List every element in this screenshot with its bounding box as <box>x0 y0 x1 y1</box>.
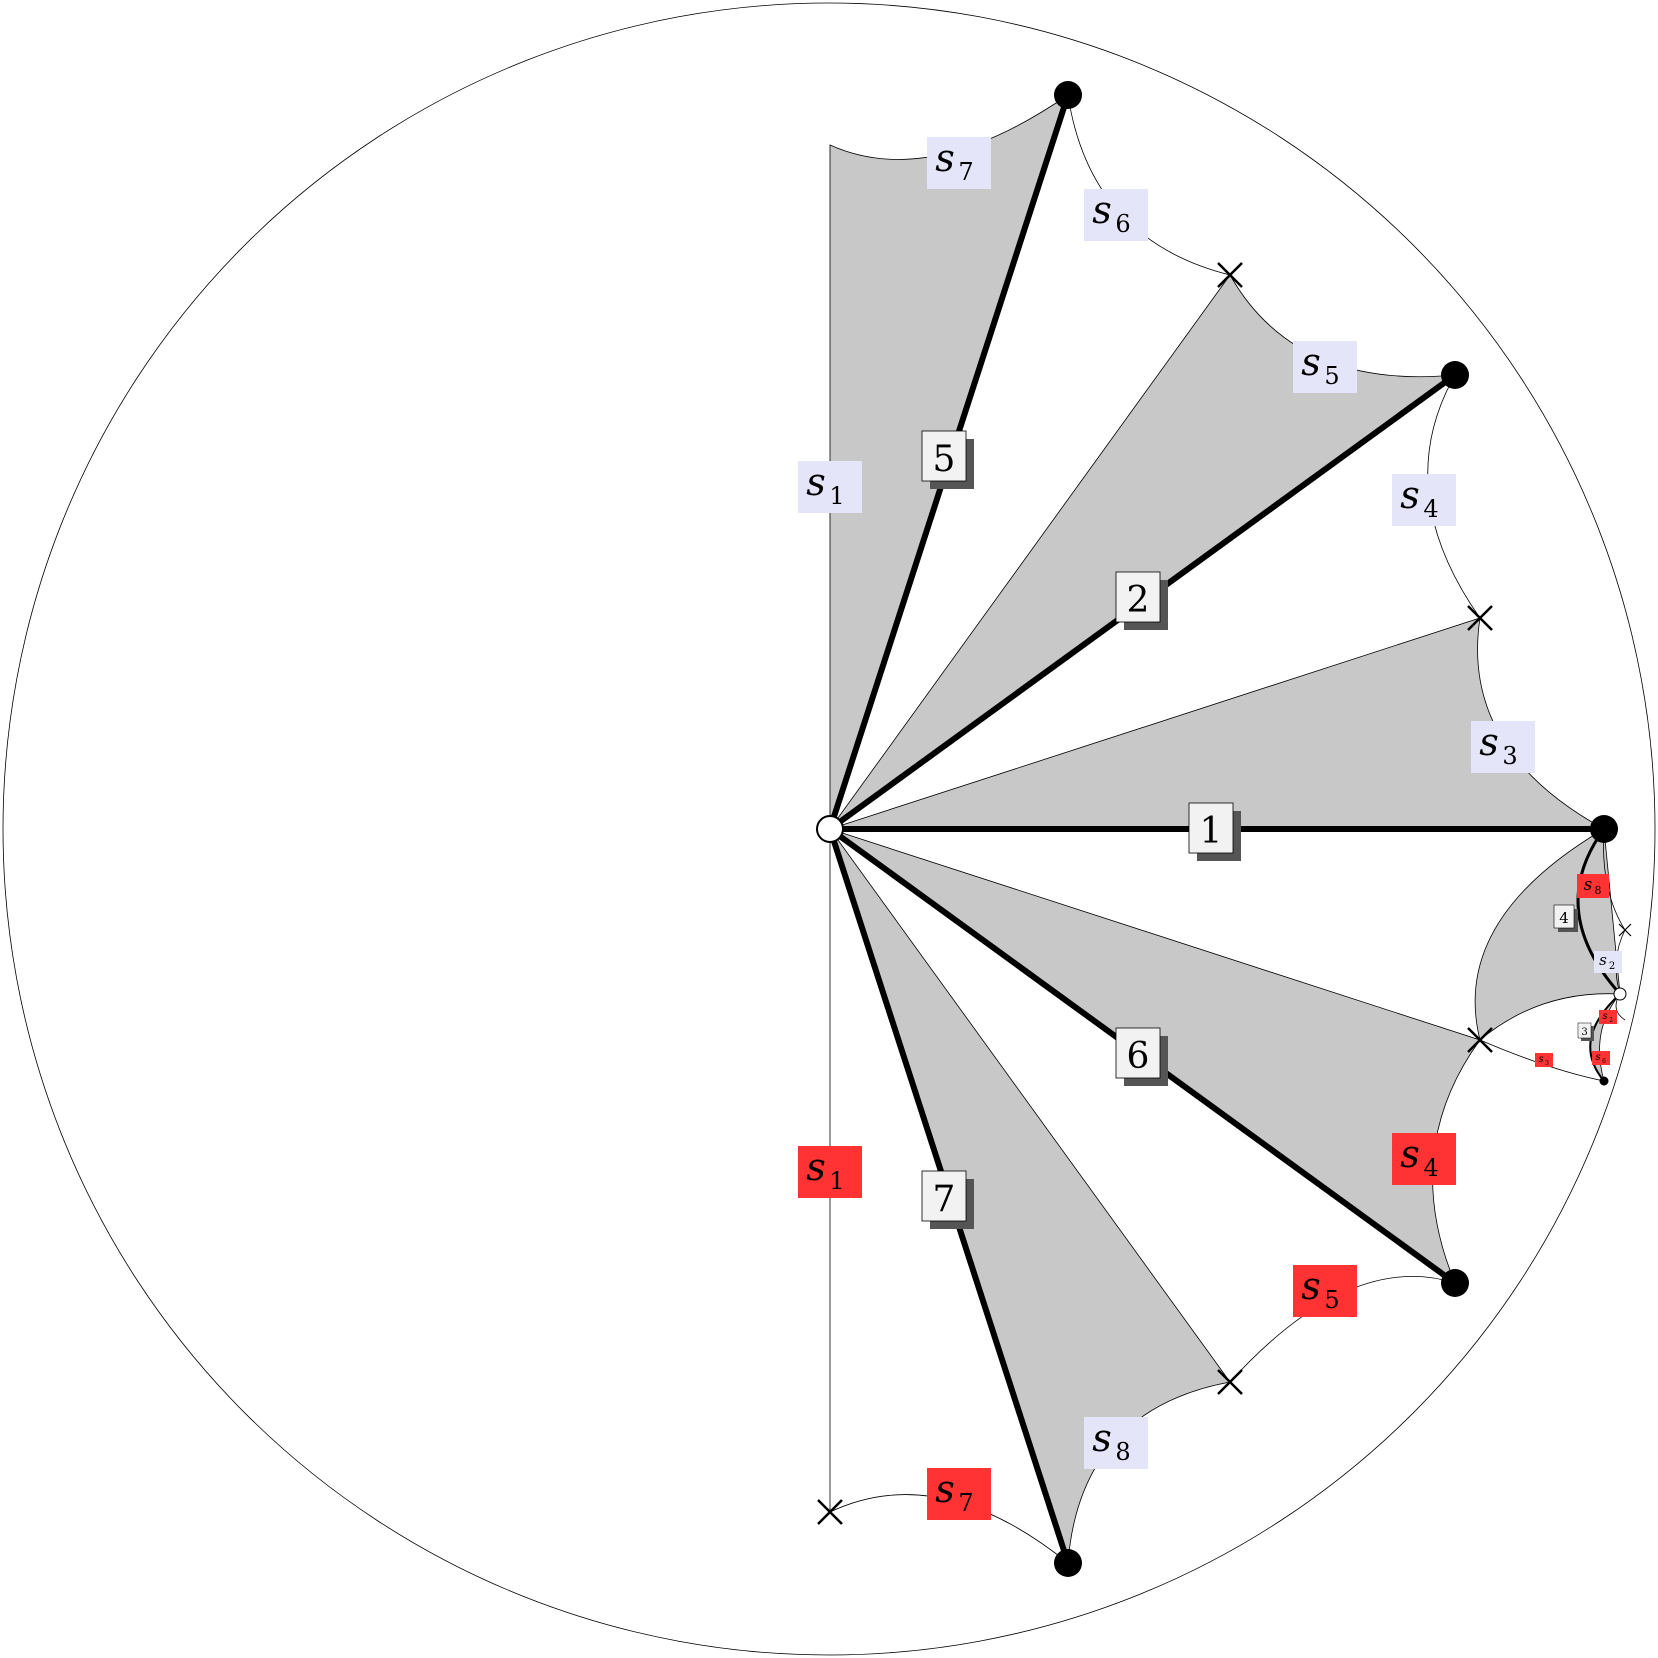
edge-number: 6 <box>1127 1036 1150 1077</box>
label-s: s <box>1400 473 1420 517</box>
side-label-s5-red: s 5 <box>1293 1264 1357 1317</box>
side-label-s2-blue: s 2 <box>1594 951 1622 973</box>
edge-label-7: 7 <box>921 1170 974 1229</box>
blue-side-labels: s 1 s 7 s 6 s 5 s 4 s 3 s <box>798 136 1622 1469</box>
cross-mark-icon <box>1618 923 1632 937</box>
side-s6-arc <box>1067 94 1231 276</box>
cross-marks <box>817 262 1632 1525</box>
label-s: s <box>935 136 955 180</box>
label-s: s <box>1584 875 1593 895</box>
label-sub: 4 <box>1423 495 1438 523</box>
label-sub: 1 <box>829 482 844 510</box>
cross-mark-icon <box>1217 1369 1243 1395</box>
edge-number: 7 <box>933 1179 956 1220</box>
edge-labels: 1 2 5 6 7 4 3 <box>921 430 1594 1229</box>
label-s: s <box>1538 1054 1543 1065</box>
cross-mark-icon <box>1217 262 1243 288</box>
label-sub: 6 <box>1602 1058 1606 1065</box>
vertex-dot-icon <box>1590 815 1618 843</box>
side-label-s7-blue: s 7 <box>927 136 991 189</box>
side-label-s2-red: s 2 <box>1599 1010 1617 1024</box>
vertex-dot-icon <box>1441 1269 1469 1297</box>
label-s: s <box>1479 720 1499 764</box>
side-label-s6-red: s 6 <box>1592 1051 1610 1065</box>
edge-label-1: 1 <box>1188 802 1241 861</box>
label-s: s <box>935 1467 955 1511</box>
label-sub: 5 <box>1324 362 1339 390</box>
cross-mark-icon <box>1467 1027 1493 1053</box>
side-label-s6-blue: s 6 <box>1084 188 1148 241</box>
label-sub: 5 <box>1324 1286 1339 1314</box>
edge-label-5: 5 <box>921 430 974 489</box>
label-sub: 1 <box>829 1167 844 1195</box>
side-label-s7-red: s 7 <box>927 1467 991 1520</box>
region-small-outer <box>1474 828 1621 1041</box>
label-sub: 3 <box>1502 742 1517 770</box>
side-label-s1-red: s 1 <box>798 1145 862 1198</box>
label-sub: 8 <box>1115 1438 1130 1466</box>
red-side-labels: s 1 s 7 s 5 s 4 s 8 s 2 s <box>798 874 1617 1520</box>
label-s: s <box>1602 1011 1607 1022</box>
edge-label-3: 3 <box>1577 1022 1594 1041</box>
edge-number: 1 <box>1200 811 1223 852</box>
cross-mark-icon <box>817 1499 843 1525</box>
edge-number: 4 <box>1559 909 1569 927</box>
edge-label-2: 2 <box>1115 571 1168 630</box>
label-sub: 2 <box>1609 1017 1613 1024</box>
cross-mark-icon <box>1467 605 1493 631</box>
edge-number: 5 <box>933 439 956 480</box>
side-label-s3-red: s 3 <box>1535 1053 1553 1067</box>
edge-number: 2 <box>1127 580 1150 621</box>
edge-label-6: 6 <box>1115 1027 1168 1086</box>
label-s: s <box>1301 1264 1321 1308</box>
vertex-dot-icon <box>1054 1549 1082 1577</box>
side-label-s8-blue: s 8 <box>1084 1416 1148 1469</box>
label-s: s <box>1092 188 1112 232</box>
vertex-dot-icon <box>1441 361 1469 389</box>
side-label-s4-red: s 4 <box>1392 1132 1456 1185</box>
label-sub: 2 <box>1609 961 1615 972</box>
label-sub: 8 <box>1595 884 1602 897</box>
label-sub: 4 <box>1423 1154 1438 1182</box>
center-vertex-open-icon <box>816 815 844 843</box>
label-s: s <box>1301 340 1321 384</box>
side-label-s1-blue: s 1 <box>798 460 862 513</box>
label-s: s <box>806 460 826 504</box>
label-s: s <box>806 1145 826 1189</box>
side-label-s5-blue: s 5 <box>1293 340 1357 393</box>
edge-label-4: 4 <box>1553 904 1578 932</box>
label-s: s <box>1400 1132 1420 1176</box>
edge-4 <box>1576 828 1622 995</box>
vertex-open-icon <box>1613 987 1627 1001</box>
edge-number: 3 <box>1581 1027 1587 1038</box>
side-label-s3-blue: s 3 <box>1471 720 1535 773</box>
vertex-dot-icon <box>1054 81 1082 109</box>
vertex-dot-icon <box>1599 1076 1609 1086</box>
label-s: s <box>1595 1052 1600 1063</box>
label-s: s <box>1092 1416 1112 1460</box>
side-label-s4-blue: s 4 <box>1392 473 1456 526</box>
label-sub: 6 <box>1115 210 1130 238</box>
vertices <box>816 81 1627 1577</box>
label-s: s <box>1599 951 1607 969</box>
label-sub: 3 <box>1545 1060 1549 1067</box>
label-sub: 7 <box>958 158 973 186</box>
side-label-s8-red: s 8 <box>1577 874 1609 898</box>
label-sub: 7 <box>958 1489 973 1517</box>
